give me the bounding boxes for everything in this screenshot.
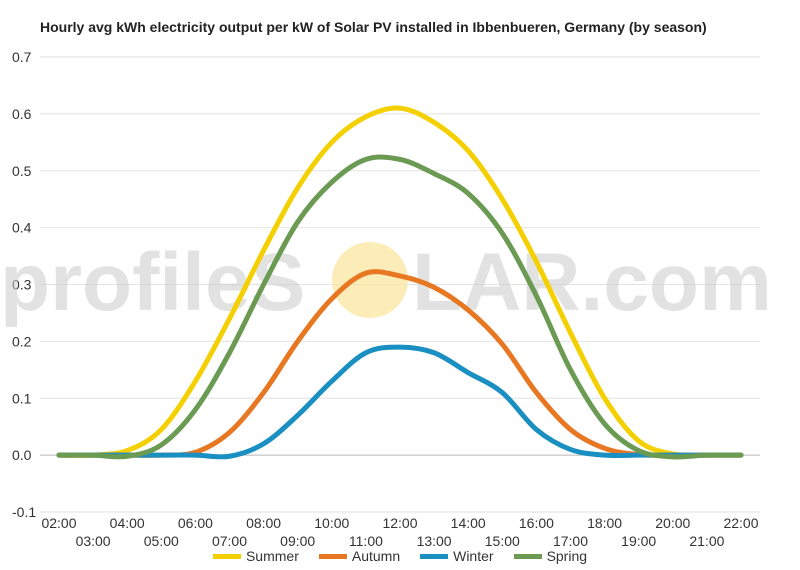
x-tick-label: 20:00 — [655, 515, 690, 531]
legend-swatch — [513, 553, 542, 559]
x-tick-label: 21:00 — [689, 533, 724, 548]
x-tick-label: 04:00 — [110, 515, 145, 531]
legend-item-summer: Summer — [212, 548, 299, 564]
x-tick-label: 10:00 — [314, 515, 349, 531]
series-line-winter — [56, 344, 744, 460]
x-tick-label: 03:00 — [76, 533, 111, 548]
x-tick-label: 09:00 — [280, 533, 315, 548]
y-tick-label: 0.6 — [12, 106, 32, 122]
chart-title: Hourly avg kWh electricity output per kW… — [40, 19, 707, 35]
series-lines — [56, 105, 744, 460]
x-tick-label: 11:00 — [349, 533, 383, 548]
y-tick-label: -0.1 — [12, 504, 36, 520]
legend-label: Summer — [245, 548, 299, 564]
legend-swatch — [420, 553, 449, 559]
x-tick-label: 13:00 — [417, 533, 452, 548]
watermark-sun-icon — [332, 242, 408, 318]
legend-label: Winter — [453, 548, 494, 564]
legend-swatch — [212, 553, 241, 559]
x-tick-label: 05:00 — [144, 533, 179, 548]
y-tick-label: 0.4 — [12, 220, 32, 236]
x-tick-label: 02:00 — [41, 515, 76, 531]
x-tick-label: 15:00 — [485, 533, 520, 548]
legend: Summer Autumn Winter Spring — [0, 548, 800, 564]
x-tick-label: 19:00 — [621, 533, 656, 548]
x-tick-label: 18:00 — [587, 515, 622, 531]
y-tick-label: 0.7 — [12, 49, 32, 65]
watermark: profileS LAR.com — [0, 237, 772, 328]
legend-item-autumn: Autumn — [318, 548, 401, 564]
watermark-text-right: LAR.com — [412, 237, 772, 328]
series-line-summer — [56, 105, 744, 458]
legend-item-winter: Winter — [420, 548, 494, 564]
x-tick-label: 22:00 — [723, 515, 758, 531]
series-line-spring — [56, 154, 744, 460]
legend-item-spring: Spring — [513, 548, 588, 564]
x-tick-label: 12:00 — [382, 515, 417, 531]
x-tick-label: 14:00 — [451, 515, 486, 531]
y-tick-label: 0.1 — [12, 390, 32, 406]
x-tick-label: 07:00 — [212, 533, 247, 548]
watermark-text-left: profileS — [0, 237, 305, 328]
legend-label: Spring — [546, 548, 588, 564]
y-tick-label: 0.3 — [12, 277, 32, 293]
x-tick-label: 08:00 — [246, 515, 281, 531]
x-tick-label: 16:00 — [519, 515, 554, 531]
legend-label: Autumn — [351, 548, 401, 564]
x-tick-label: 17:00 — [553, 533, 588, 548]
x-tick-label: 06:00 — [178, 515, 213, 531]
y-tick-label: 0.5 — [12, 163, 32, 179]
y-tick-label: 0.2 — [12, 333, 32, 349]
legend-swatch — [318, 553, 347, 559]
y-tick-label: 0.0 — [12, 447, 32, 463]
y-axis-ticks: -0.1 0.0 0.1 0.2 0.3 0.4 0.5 0.6 0.7 — [12, 49, 36, 520]
chart-plot: -0.1 0.0 0.1 0.2 0.3 0.4 0.5 0.6 0.7 profileS LA… — [0, 49, 772, 548]
